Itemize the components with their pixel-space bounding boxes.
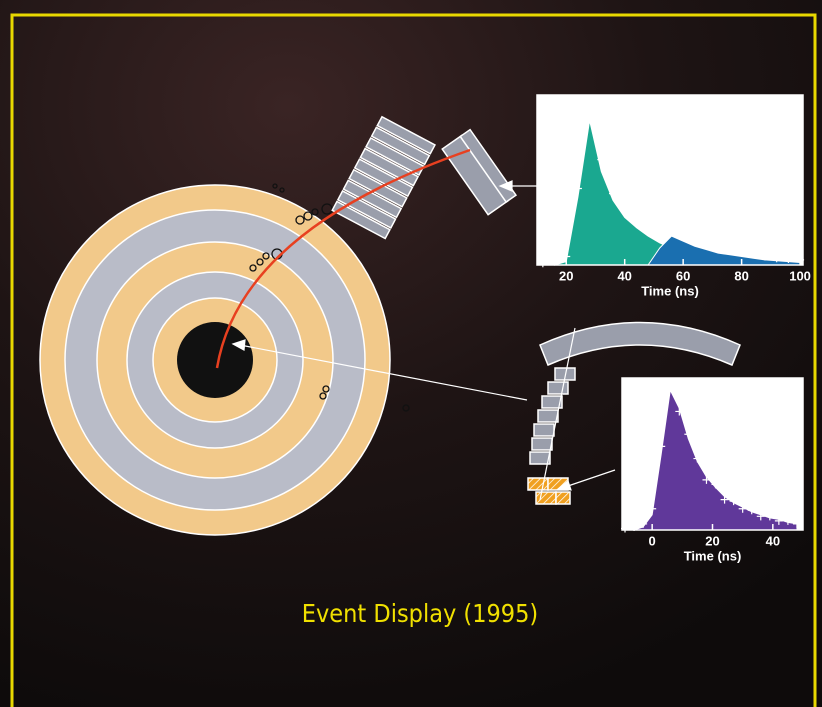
x-axis-label: Time (ns) <box>641 284 699 299</box>
x-tick-label: 80 <box>734 269 748 284</box>
detector <box>40 185 390 535</box>
x-tick-label: 40 <box>766 534 780 549</box>
x-tick-label: 20 <box>559 269 573 284</box>
x-tick-label: 20 <box>705 534 719 549</box>
x-tick-label: 40 <box>617 269 631 284</box>
figure: Event Display (1995) 20 40 60 80 100 Time (ns… <box>0 0 822 707</box>
x-tick-label: 0 <box>649 534 656 549</box>
x-tick-label: 60 <box>676 269 690 284</box>
caption: Event Display (1995) <box>302 599 538 628</box>
x-tick-label: 100 <box>789 269 811 284</box>
x-axis-label: Time (ns) <box>684 549 742 564</box>
